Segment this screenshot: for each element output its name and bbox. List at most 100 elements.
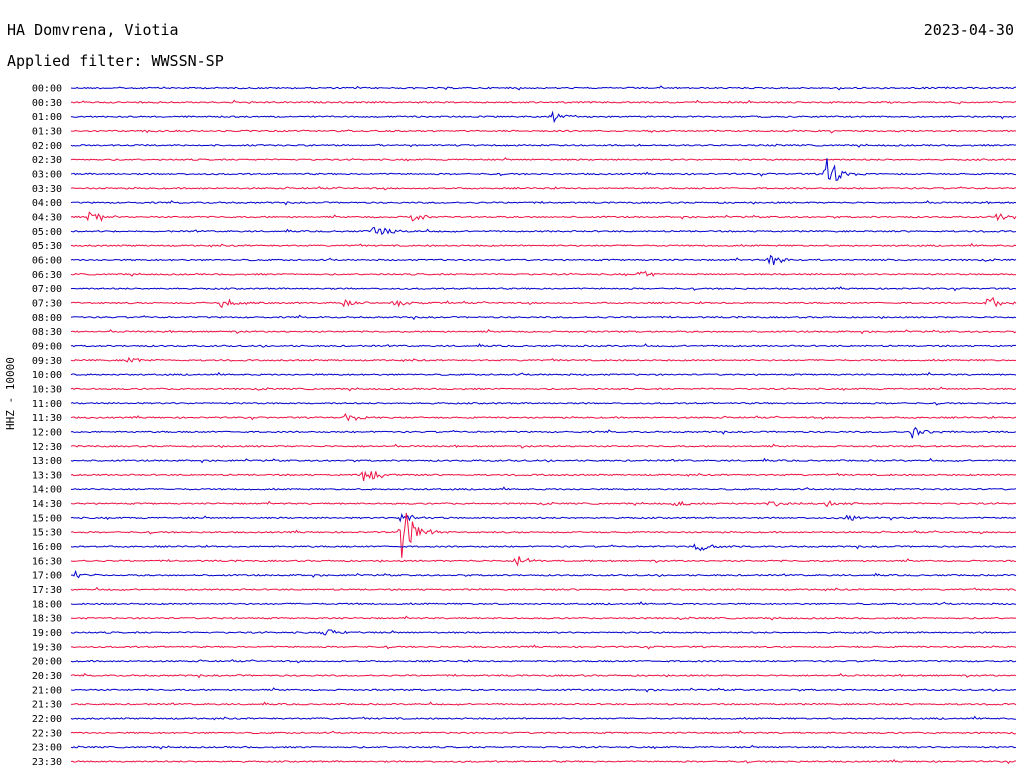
- time-tick-label: 05:30: [32, 241, 62, 252]
- trace-line: [70, 270, 1017, 277]
- trace-line: [70, 412, 1017, 422]
- tick-label-group: 00:00 00:30 01:00 01:30 02:00 02:30 03:00 03:30…: [32, 84, 62, 769]
- trace-line: [70, 758, 1017, 765]
- trace-line: [70, 226, 1017, 236]
- time-tick-label: 15:00: [32, 513, 62, 524]
- time-tick-label: 02:30: [32, 155, 62, 166]
- time-tick-label: 14:30: [32, 499, 62, 510]
- trace-line: [70, 129, 1017, 134]
- time-tick-label: 05:00: [32, 227, 62, 238]
- time-tick-label: 04:30: [32, 212, 62, 223]
- trace-line: [70, 328, 1017, 335]
- time-tick-label: 07:30: [32, 298, 62, 309]
- trace-line: [70, 470, 1017, 481]
- filter-label: Applied filter: WWSSN-SP: [7, 52, 224, 70]
- trace-line: [70, 211, 1017, 223]
- time-tick-label: 15:30: [32, 528, 62, 539]
- time-tick-label: 21:00: [32, 685, 62, 696]
- time-tick-label: 18:00: [32, 599, 62, 610]
- time-tick-label: 11:30: [32, 413, 62, 424]
- trace-line: [70, 314, 1017, 321]
- time-tick-label: 10:00: [32, 370, 62, 381]
- trace-line: [70, 371, 1017, 376]
- trace-line: [70, 486, 1017, 491]
- trace-line: [70, 586, 1017, 592]
- time-tick-label: 13:30: [32, 470, 62, 481]
- time-tick-label: 04:00: [32, 198, 62, 209]
- time-tick-label: 19:00: [32, 628, 62, 639]
- trace-line: [70, 158, 1017, 181]
- trace-line: [70, 730, 1017, 735]
- trace-line: [70, 629, 1017, 636]
- trace-line: [70, 157, 1017, 162]
- trace-group: [70, 85, 1017, 765]
- time-tick-label: 00:30: [32, 98, 62, 109]
- time-tick-label: 20:30: [32, 671, 62, 682]
- trace-line: [70, 500, 1017, 508]
- trace-line: [70, 687, 1017, 693]
- trace-line: [70, 343, 1017, 348]
- time-tick-label: 09:30: [32, 356, 62, 367]
- trace-line: [70, 286, 1017, 292]
- trace-line: [70, 401, 1017, 406]
- time-tick-label: 22:30: [32, 728, 62, 739]
- time-tick-label: 18:30: [32, 614, 62, 625]
- trace-line: [70, 186, 1017, 191]
- trace-line: [70, 556, 1016, 567]
- time-tick-label: 00:00: [32, 84, 62, 95]
- trace-line: [70, 457, 1017, 464]
- time-tick-label: 22:00: [32, 714, 62, 725]
- trace-line: [70, 200, 1017, 206]
- trace-line: [70, 99, 1017, 105]
- time-tick-label: 09:00: [32, 341, 62, 352]
- time-tick-label: 21:30: [32, 700, 62, 711]
- trace-line: [70, 512, 1017, 558]
- trace-line: [70, 659, 1017, 664]
- time-tick-label: 01:00: [32, 112, 62, 123]
- trace-line: [70, 242, 1017, 248]
- trace-line: [70, 143, 1017, 148]
- time-tick-label: 08:00: [32, 313, 62, 324]
- time-tick-label: 23:30: [32, 757, 62, 768]
- trace-line: [70, 744, 1017, 750]
- time-tick-label: 13:00: [32, 456, 62, 467]
- time-tick-label: 07:00: [32, 284, 62, 295]
- time-tick-label: 20:00: [32, 657, 62, 668]
- time-tick-label: 10:30: [32, 384, 62, 395]
- trace-line: [70, 615, 1017, 621]
- trace-line: [70, 601, 1016, 606]
- time-tick-label: 14:00: [32, 485, 62, 496]
- trace-line: [70, 254, 1017, 266]
- time-tick-label: 12:00: [32, 427, 62, 438]
- trace-line: [70, 672, 1017, 679]
- trace-line: [71, 644, 1017, 650]
- time-tick-label: 01:30: [32, 126, 62, 137]
- trace-line: [70, 356, 1017, 363]
- time-tick-label: 16:00: [32, 542, 62, 553]
- time-tick-label: 02:00: [32, 141, 62, 152]
- time-tick-label: 23:00: [32, 743, 62, 754]
- time-tick-label: 11:00: [32, 399, 62, 410]
- time-tick-label: 03:30: [32, 184, 62, 195]
- time-tick-label: 03:00: [32, 169, 62, 180]
- trace-line: [70, 85, 1016, 91]
- trace-line: [70, 426, 1017, 439]
- time-tick-label: 12:30: [32, 442, 62, 453]
- trace-line: [70, 701, 1017, 706]
- trace-line: [70, 543, 1017, 552]
- trace-line: [70, 386, 1017, 392]
- time-tick-label: 19:30: [32, 642, 62, 653]
- trace-line: [70, 110, 1017, 124]
- trace-line: [70, 569, 1017, 579]
- time-tick-label: 17:30: [32, 585, 62, 596]
- trace-line: [70, 512, 1017, 523]
- time-tick-label: 16:30: [32, 556, 62, 567]
- trace-line: [70, 443, 1017, 449]
- trace-line: [70, 296, 1017, 309]
- trace-line: [70, 715, 1016, 721]
- station-title: HA Domvrena, Viotia: [7, 21, 179, 39]
- time-tick-label: 06:30: [32, 270, 62, 281]
- date-label: 2023-04-30: [923, 21, 1014, 39]
- time-tick-label: 06:00: [32, 255, 62, 266]
